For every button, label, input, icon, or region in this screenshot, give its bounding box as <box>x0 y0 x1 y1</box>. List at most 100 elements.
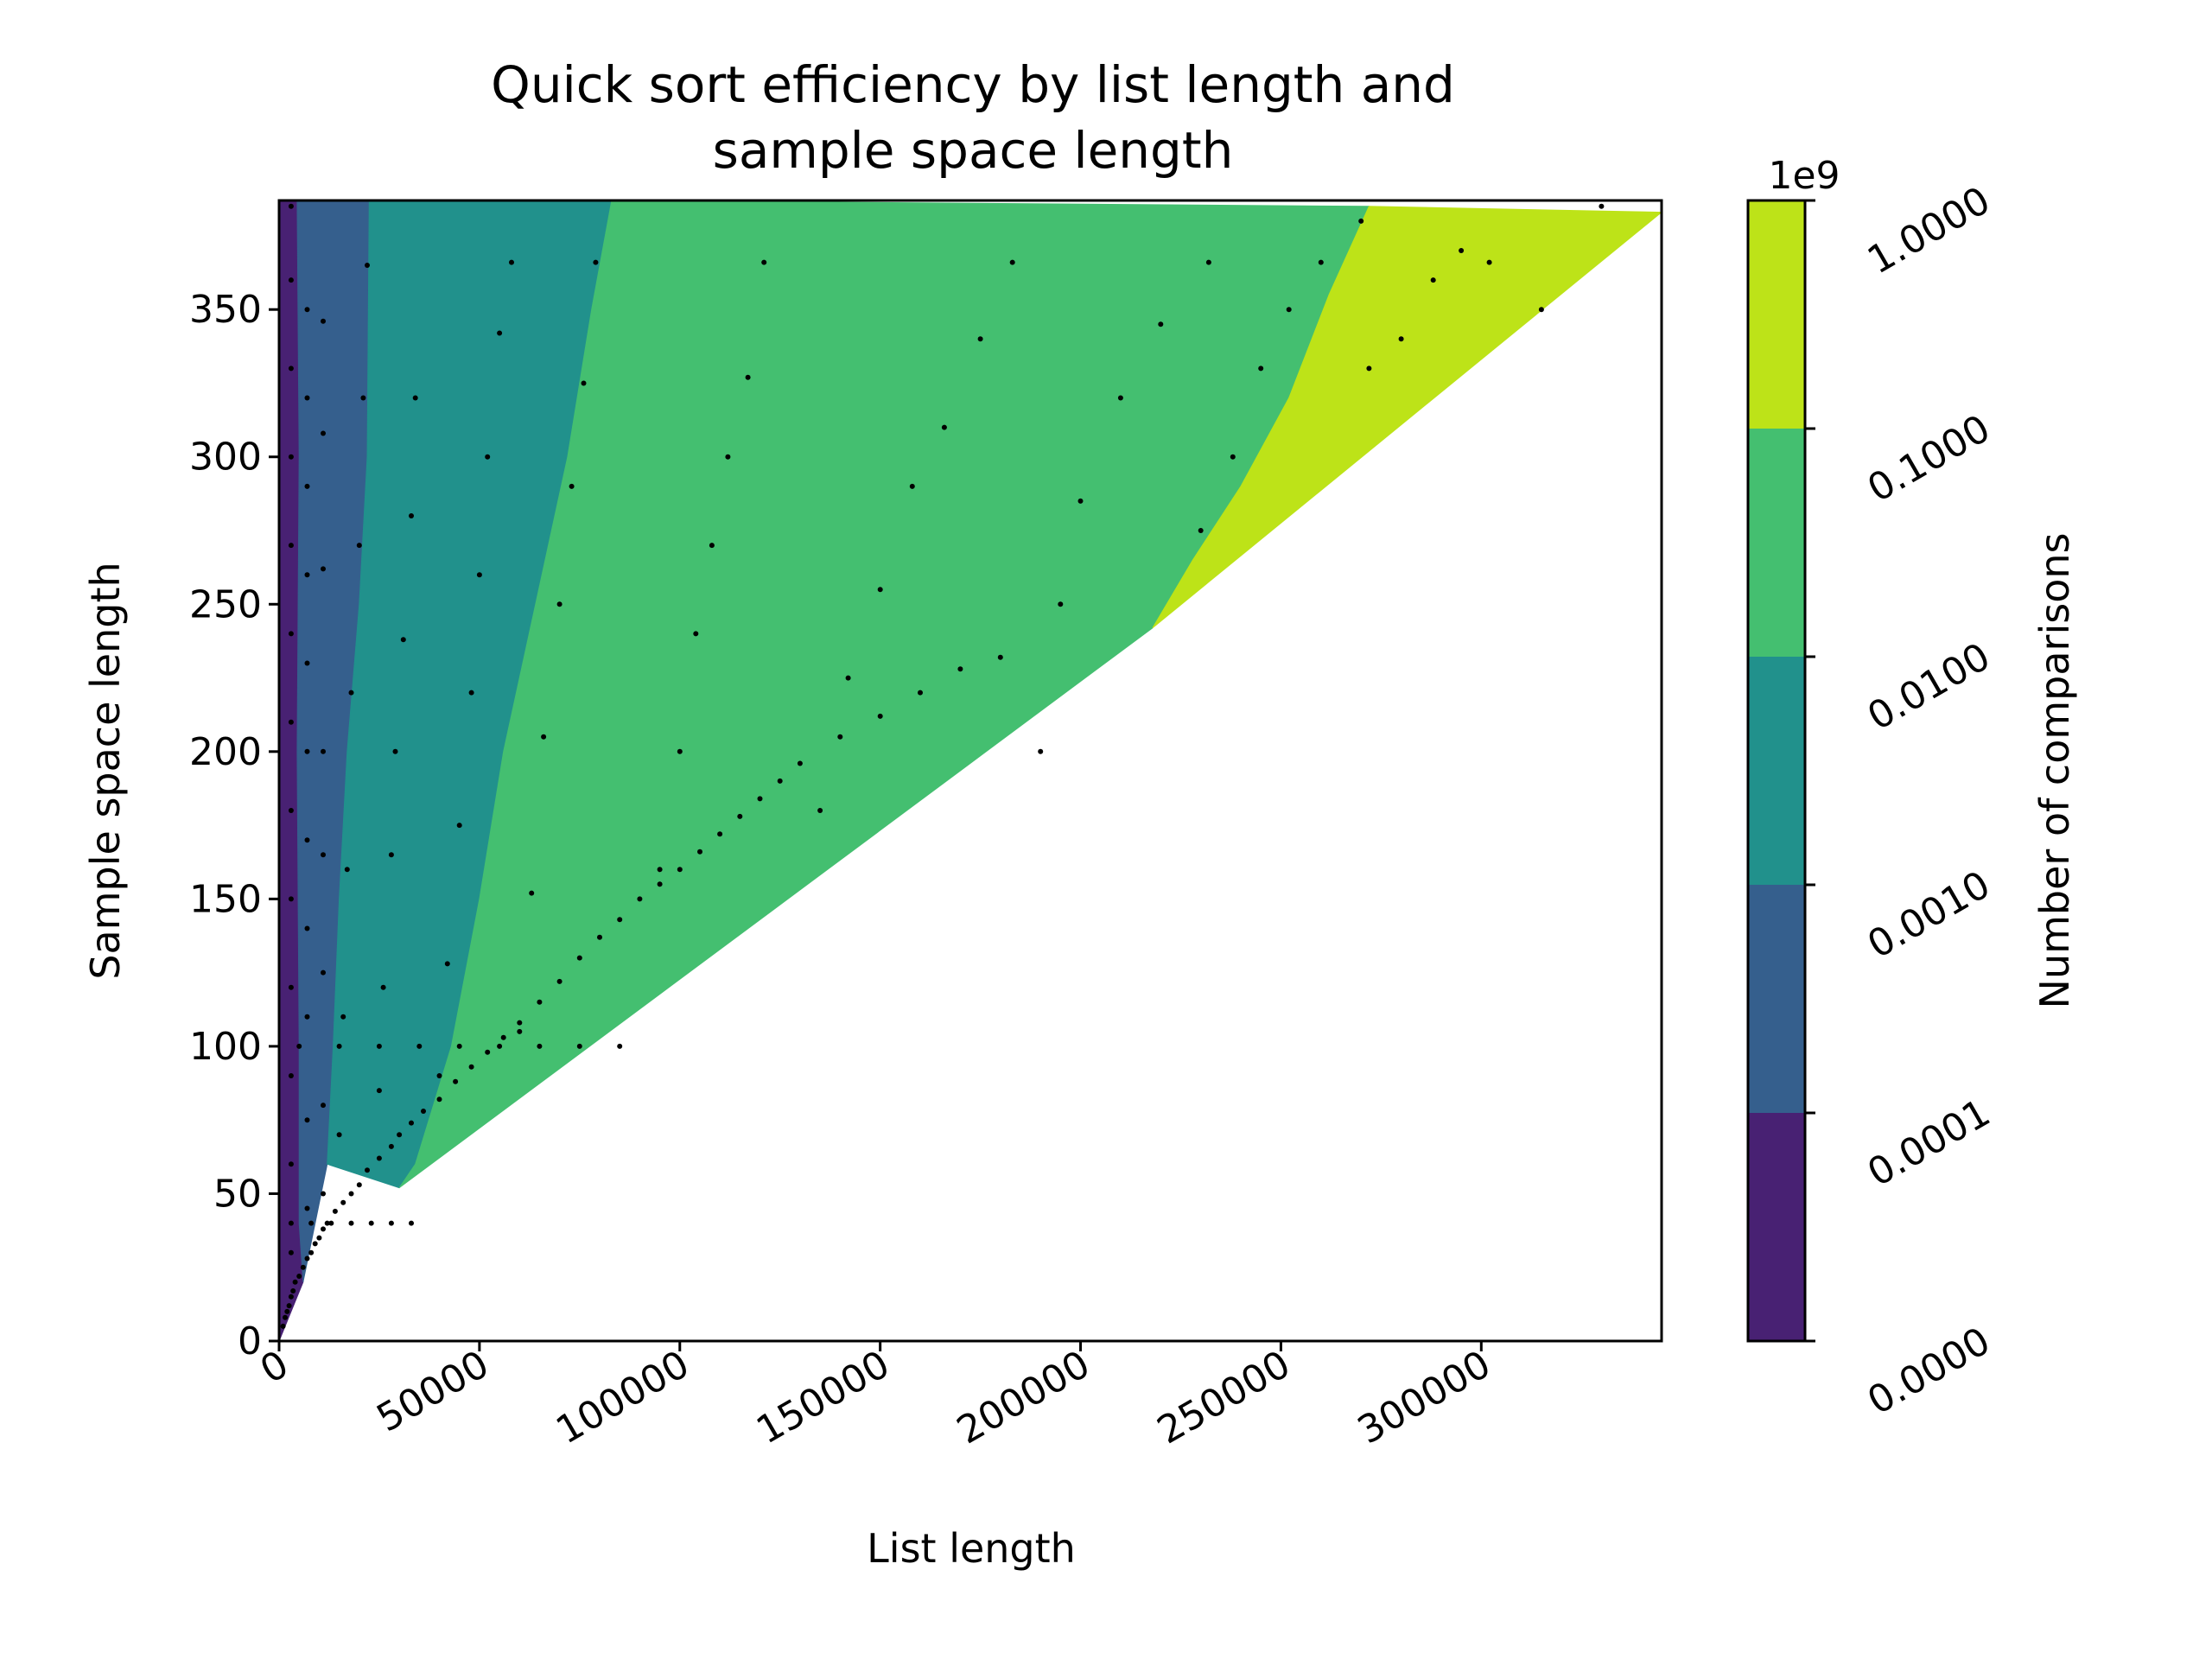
scatter-point <box>657 867 663 873</box>
scatter-point <box>348 1191 354 1197</box>
scatter-point <box>941 424 947 430</box>
scatter-point <box>392 748 398 754</box>
scatter-point <box>1318 259 1324 265</box>
scatter-point <box>709 543 715 549</box>
scatter-point <box>321 852 326 858</box>
colorbar-segment-0 <box>1748 1113 1805 1341</box>
scatter-point <box>288 1073 294 1078</box>
scatter-point <box>304 1255 310 1262</box>
contour-region-4 <box>1152 206 1663 628</box>
scatter-point <box>288 631 294 637</box>
colorbar-ticks: 0.0000 0.0001 0.0010 0.0100 0.1000 1.0000 <box>1805 178 1998 1424</box>
scatter-point <box>304 1014 310 1020</box>
scatter-point <box>409 1220 414 1226</box>
x-tick-label: 300000 <box>1351 1342 1498 1452</box>
scatter-point <box>308 1249 315 1255</box>
scatter-point <box>485 1049 491 1055</box>
scatter-point <box>468 690 474 696</box>
scatter-point <box>284 1308 290 1314</box>
scatter-point <box>356 543 362 549</box>
scatter-point <box>497 330 503 336</box>
scatter-point <box>1077 498 1084 504</box>
scatter-point <box>444 961 450 967</box>
scatter-point <box>321 1226 326 1232</box>
scatter-point <box>360 395 366 401</box>
scatter-points <box>280 203 1605 1329</box>
scatter-point <box>485 454 491 460</box>
scatter-point <box>304 748 310 754</box>
x-tick-label: 200000 <box>950 1342 1097 1452</box>
scatter-point <box>304 837 310 843</box>
scatter-point <box>436 1073 442 1078</box>
scatter-point <box>348 1220 354 1226</box>
chart-title: Quick sort efficiency by list length and… <box>491 55 1455 180</box>
scatter-point <box>283 1314 288 1320</box>
y-tick-label: 200 <box>189 730 262 774</box>
scatter-point <box>1038 748 1044 754</box>
scatter-point <box>757 796 763 802</box>
scatter-point <box>1538 307 1544 313</box>
scatter-point <box>296 1274 302 1279</box>
scatter-point <box>617 1043 623 1049</box>
scatter-point <box>1258 365 1264 372</box>
scatter-point <box>304 1117 310 1123</box>
scatter-point <box>1459 248 1465 253</box>
scatter-point <box>321 566 326 572</box>
scatter-point <box>537 999 543 1005</box>
colorbar-segment-1 <box>1748 885 1805 1113</box>
colorbar-tick-label: 0.0010 <box>1860 862 1998 967</box>
scatter-point <box>304 307 310 313</box>
scatter-point <box>321 1103 326 1109</box>
scatter-point <box>517 1028 523 1034</box>
scatter-point <box>468 1064 474 1070</box>
scatter-point <box>380 984 386 990</box>
scatter-point <box>304 572 310 578</box>
colorbar-segment-3 <box>1748 429 1805 657</box>
scatter-point <box>288 277 294 283</box>
scatter-point <box>288 896 294 902</box>
scatter-point <box>576 1043 582 1049</box>
scatter-point <box>745 374 751 380</box>
scatter-point <box>288 365 294 372</box>
y-tick-label: 0 <box>238 1319 262 1363</box>
x-tick-label: 100000 <box>549 1342 696 1452</box>
scatter-point <box>637 896 643 902</box>
y-axis-label: Sample space length <box>82 562 129 979</box>
scatter-point <box>1430 277 1436 283</box>
scatter-point <box>657 881 663 887</box>
plot-area <box>278 200 1663 1342</box>
scatter-point <box>453 1078 459 1084</box>
scatter-point <box>593 259 599 265</box>
scatter-point <box>412 395 418 401</box>
scatter-point <box>509 259 514 265</box>
scatter-point <box>356 1182 362 1188</box>
scatter-point <box>845 675 851 681</box>
scatter-point <box>576 955 582 961</box>
scatter-point <box>1286 307 1292 313</box>
scatter-point <box>957 666 963 672</box>
scatter-point <box>497 1043 503 1049</box>
scatter-point <box>476 572 482 578</box>
x-tick-label: 150000 <box>749 1342 897 1452</box>
scatter-point <box>321 430 326 436</box>
scatter-point <box>324 1220 330 1226</box>
scatter-point <box>376 1088 382 1094</box>
scatter-point <box>725 454 731 460</box>
scatter-point <box>388 1220 394 1226</box>
scatter-point <box>1058 601 1064 607</box>
scatter-point <box>1486 259 1492 265</box>
scatter-point <box>332 1208 338 1214</box>
scatter-point <box>300 1264 306 1270</box>
scatter-point <box>909 483 915 489</box>
scatter-point <box>1366 365 1372 372</box>
scatter-point <box>1205 259 1211 265</box>
scatter-point <box>677 867 683 873</box>
scatter-point <box>737 813 743 819</box>
scatter-point <box>400 637 406 643</box>
scatter-point <box>693 631 699 637</box>
y-tick-label: 300 <box>189 435 262 480</box>
scatter-point <box>288 808 294 813</box>
scatter-point <box>456 823 462 829</box>
colorbar <box>1746 199 1807 1343</box>
